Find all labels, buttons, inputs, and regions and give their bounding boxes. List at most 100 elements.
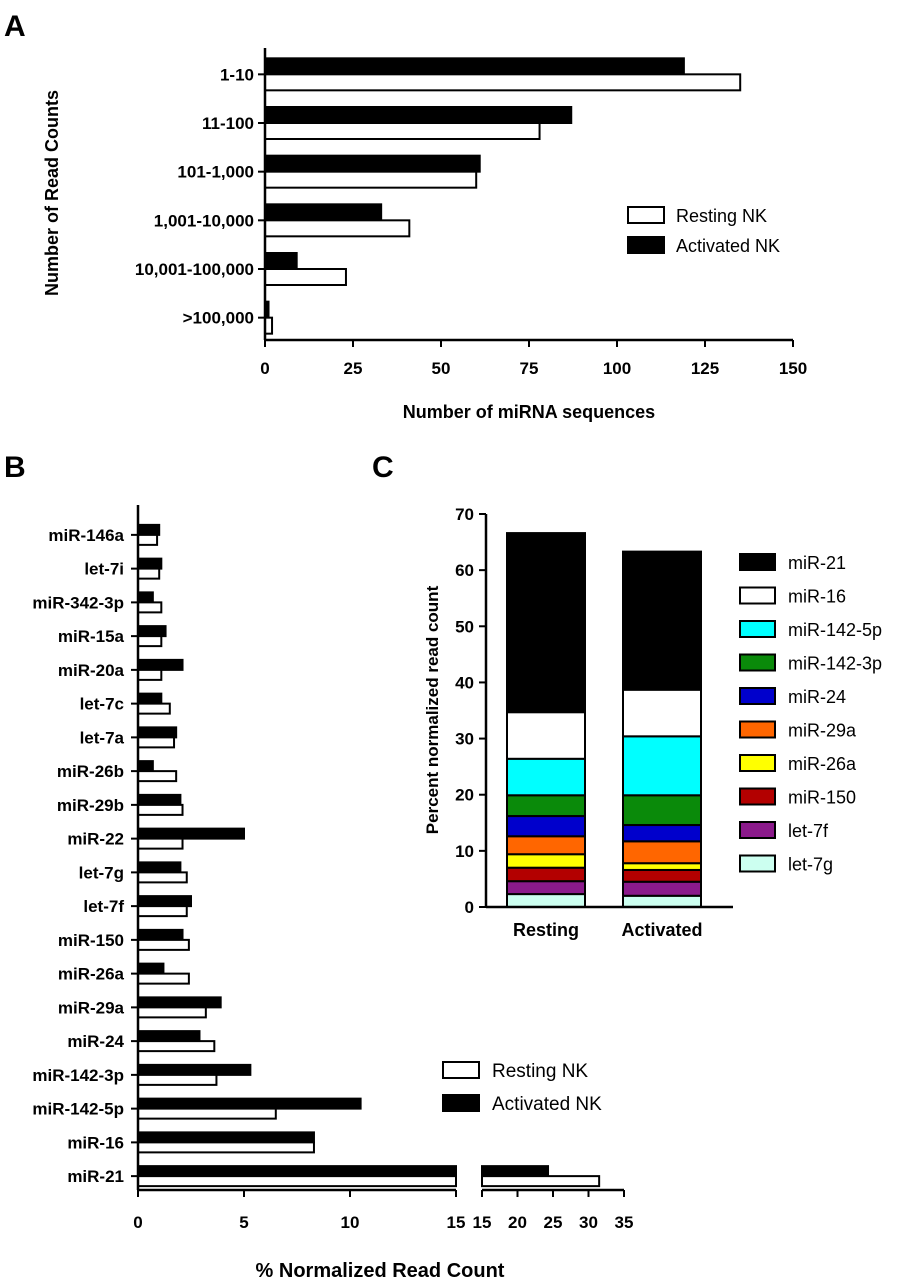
- panel-b-category-label: miR-15a: [58, 627, 125, 646]
- panel-a-x-tick-label: 25: [344, 359, 363, 378]
- panel-b-bar-activated-mir-22: [137, 827, 245, 840]
- panel-b-bar-activated-mir-24: [137, 1030, 201, 1043]
- panel-c-bar-segment-activated-mir-24: [622, 824, 702, 843]
- panel-b-bar-resting-mir-150: [137, 938, 190, 951]
- panel-c-legend-swatch-mir-142-3p: [739, 653, 776, 672]
- panel-b-bar-resting-let-7i: [137, 567, 161, 580]
- panel-c-label: C: [372, 451, 394, 484]
- panel-b-bar-activated-mir-26b: [137, 760, 154, 773]
- panel-b-bar-activated-mir-15a: [137, 625, 167, 638]
- panel-b-category-label: miR-150: [58, 931, 124, 950]
- panel-a-legend-label-activated: Activated NK: [676, 236, 780, 256]
- panel-b-legend-label-resting: Resting NK: [492, 1061, 588, 1082]
- panel-c-bar-segment-resting-mir-142-5p: [506, 757, 586, 797]
- panel-b-bar-resting-mir-20a: [137, 668, 163, 681]
- panel-c-bar-segment-activated-let-7g: [622, 894, 702, 908]
- panel-c-legend-swatch-mir-150: [739, 787, 776, 806]
- panel-a-legend: Resting NK Activated NK: [627, 206, 780, 256]
- panel-c-y-tick-label: 30: [455, 730, 474, 749]
- panel-c-legend: miR-21 miR-16 miR-142-5p miR-142-3p miR-24 mi…: [739, 553, 882, 875]
- panel-a-category-label: 1,001-10,000: [154, 211, 254, 230]
- panel-a-category-label: 11-100: [202, 114, 254, 133]
- panel-b-bar-resting-mir-21-continued: [481, 1175, 601, 1188]
- panel-b-category-label: miR-146a: [48, 526, 124, 545]
- panel-a-category-label: 1-10: [220, 65, 254, 84]
- panel-b-x-tick-label: 20: [508, 1213, 527, 1232]
- panel-a-legend-label-resting: Resting NK: [676, 206, 767, 226]
- panel-a-x-tick-label: 100: [603, 359, 631, 378]
- panel-a-category-label: >100,000: [183, 309, 254, 328]
- panel-c-legend-label-mir-29a: miR-29a: [788, 721, 857, 741]
- panel-b-bar-resting-mir-21: [137, 1175, 457, 1188]
- panel-a-bar-resting-11-100: [264, 122, 541, 140]
- panel-a-x-tick-label: 150: [779, 359, 807, 378]
- panel-b: B % Normalized Read Count miR-146a let-7i…: [4, 451, 633, 1280]
- panel-b-category-label: miR-29b: [57, 796, 124, 815]
- panel-b-plot: miR-146a let-7i miR-342-3p miR-15a miR-20a le…: [32, 505, 633, 1232]
- panel-b-bar-resting-mir-24: [137, 1040, 216, 1053]
- panel-a-plot: 1-10 11-100 101-1,000 1,001-10,000 10,001-10…: [135, 48, 807, 378]
- panel-c-legend-label-mir-142-3p: miR-142-3p: [788, 654, 882, 674]
- panel-c-legend-label-mir-150: miR-150: [788, 788, 856, 808]
- panel-a-category-label: 101-1,000: [177, 163, 254, 182]
- panel-c-bar-segment-resting-let-7g: [506, 893, 586, 909]
- panel-a-bar-activated-10-001-100-000: [264, 252, 298, 270]
- panel-c-y-tick-label: 10: [455, 842, 474, 861]
- panel-b-x-tick-label: 30: [579, 1213, 598, 1232]
- panel-c-legend-label-let-7f: let-7f: [788, 821, 829, 841]
- panel-b-bar-activated-mir-20a: [137, 658, 184, 671]
- panel-c-y-tick-label: 50: [455, 617, 474, 636]
- panel-b-bar-activated-mir-142-5p: [137, 1097, 362, 1110]
- panel-a-label: A: [4, 10, 26, 43]
- panel-c-legend-label-mir-142-5p: miR-142-5p: [788, 620, 882, 640]
- panel-b-bar-activated-mir-342-3p: [137, 591, 154, 604]
- panel-b-bar-resting-mir-142-5p: [137, 1107, 277, 1120]
- panel-c-legend-label-mir-26a: miR-26a: [788, 754, 857, 774]
- panel-c-bar-segment-activated-mir-29a: [622, 840, 702, 865]
- panel-c-bar-segment-resting-mir-26a: [506, 853, 586, 869]
- panel-a: A Number of Read Counts Number of miRNA …: [4, 10, 807, 422]
- panel-a-x-tick-label: 75: [520, 359, 539, 378]
- panel-b-bar-resting-mir-146a: [137, 533, 159, 546]
- panel-c-y-axis-title: Percent normalized read count: [423, 585, 442, 834]
- panel-c-y-tick-label: 40: [455, 673, 474, 692]
- panel-b-bar-activated-mir-21-continued: [481, 1165, 550, 1178]
- panel-c-legend-swatch-mir-21: [739, 553, 776, 571]
- panel-b-bar-resting-mir-29a: [137, 1006, 207, 1019]
- panel-c-legend-swatch-mir-142-5p: [739, 620, 776, 638]
- panel-b-x-tick-label: 15: [447, 1213, 466, 1232]
- panel-b-category-label: miR-342-3p: [32, 593, 124, 612]
- panel-a-x-axis-title: Number of miRNA sequences: [403, 402, 655, 422]
- panel-c-legend-label-mir-16: miR-16: [788, 587, 846, 607]
- panel-b-bar-activated-mir-21: [137, 1165, 457, 1178]
- panel-b-category-label: let-7i: [84, 560, 124, 579]
- panel-c-bar-segment-activated-mir-21: [622, 550, 702, 691]
- panel-b-label: B: [4, 451, 26, 484]
- panel-c-legend-swatch-let-7g: [739, 854, 776, 873]
- panel-b-bar-activated-let-7c: [137, 692, 163, 705]
- panel-b-bar-activated-mir-16: [137, 1131, 315, 1144]
- panel-c-y-tick-label: 70: [455, 505, 474, 524]
- panel-b-bar-activated-mir-146a: [137, 523, 161, 536]
- panel-c-bar-segment-resting-mir-142-3p: [506, 794, 586, 818]
- panel-c-legend-label-mir-21: miR-21: [788, 553, 846, 573]
- panel-b-x-axis-title: % Normalized Read Count: [256, 1260, 505, 1280]
- panel-c-bar-segment-activated-let-7f: [622, 880, 702, 897]
- panel-b-bar-resting-let-7c: [137, 702, 171, 715]
- panel-a-category-label: 10,001-100,000: [135, 260, 254, 279]
- panel-b-category-label: miR-16: [67, 1133, 124, 1152]
- panel-b-bar-resting-let-7a: [137, 736, 176, 749]
- panel-a-bar-activated-1-10: [264, 57, 685, 76]
- panel-b-bar-resting-mir-26a: [137, 972, 190, 985]
- panel-b-bar-activated-mir-142-3p: [137, 1063, 252, 1076]
- panel-c-legend-swatch-mir-16: [739, 586, 776, 605]
- panel-b-bar-activated-mir-26a: [137, 962, 165, 975]
- panel-b-bar-activated-let-7g: [137, 861, 182, 874]
- panel-b-category-label: let-7a: [80, 728, 125, 747]
- panel-b-bar-activated-mir-29b: [137, 793, 182, 806]
- panel-c-bar-segment-resting-mir-16: [506, 711, 586, 760]
- panel-b-x-tick-label: 25: [544, 1213, 563, 1232]
- panel-b-category-label: miR-21: [67, 1167, 124, 1186]
- panel-b-category-label: miR-26a: [58, 965, 125, 984]
- panel-b-bar-resting-mir-22: [137, 837, 184, 850]
